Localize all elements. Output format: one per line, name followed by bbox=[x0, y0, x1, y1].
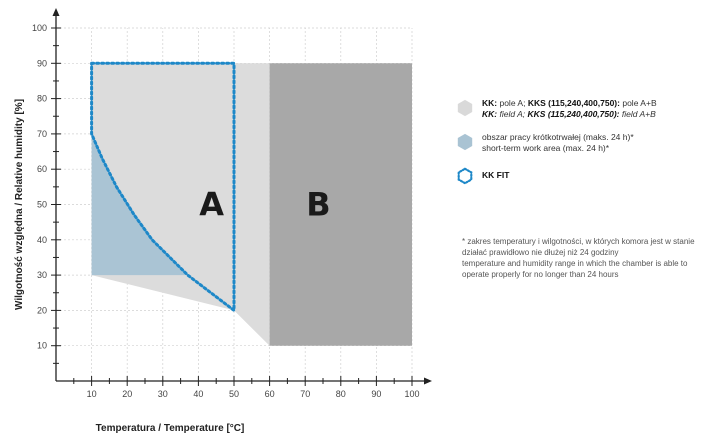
legend-kk-fit: KK FIT bbox=[482, 170, 510, 180]
y-tick-label: 10 bbox=[37, 341, 47, 351]
x-tick-label: 30 bbox=[158, 389, 168, 399]
y-tick-label: 20 bbox=[37, 305, 47, 315]
x-tick-label: 40 bbox=[193, 389, 203, 399]
tick-labels: 10 20 30 40 50 60 70 80 90 100 10 20 30 40 50 60 70 80 90 1… bbox=[32, 23, 420, 399]
legend-item-kk-fit: KK FIT bbox=[456, 166, 706, 185]
blue-hexagon-icon bbox=[457, 133, 473, 151]
legend-item-short-term: obszar pracy krótkotrwałej (maks. 24 h)*… bbox=[456, 132, 706, 154]
y-tick-label: 40 bbox=[37, 235, 47, 245]
kk-fit-outline-group bbox=[90, 61, 236, 312]
legend-kks-en: KKS (115,240,400,750): bbox=[527, 109, 620, 119]
legend-kk-pl: KK: bbox=[482, 98, 498, 108]
y-tick-label: 30 bbox=[37, 270, 47, 280]
legend-short-term-en: short-term work area (max. 24 h)* bbox=[482, 143, 610, 153]
y-axis-label: Wilgotność względna / Relative humidity … bbox=[14, 99, 25, 310]
legend-kk-en-text: field A; bbox=[497, 109, 528, 119]
x-tick-label: 80 bbox=[336, 389, 346, 399]
x-tick-label: 10 bbox=[87, 389, 97, 399]
x-tick-label: 70 bbox=[300, 389, 310, 399]
y-tick-label: 80 bbox=[37, 94, 47, 104]
zone-short-term bbox=[91, 133, 188, 276]
x-axis-label: Temperatura / Temperature [°C] bbox=[96, 423, 245, 434]
y-axis-arrow bbox=[52, 8, 60, 16]
footnote: * zakres temperatury i wilgotności, w kt… bbox=[462, 236, 707, 280]
grey-hexagon-icon bbox=[457, 99, 473, 117]
zones bbox=[91, 63, 412, 346]
x-tick-label: 20 bbox=[122, 389, 132, 399]
legend-kks-pl-text: pole A+B bbox=[619, 98, 657, 108]
y-tick-label: 100 bbox=[32, 23, 47, 33]
x-tick-label: 90 bbox=[371, 389, 381, 399]
legend: KK: pole A; KKS (115,240,400,750): pole … bbox=[456, 98, 706, 197]
x-tick-label: 60 bbox=[265, 389, 275, 399]
footnote-en: temperature and humidity range in which … bbox=[462, 259, 688, 279]
y-tick-label: 50 bbox=[37, 200, 47, 210]
legend-kk-pl-text: pole A; bbox=[497, 98, 528, 108]
legend-kk-en: KK: bbox=[482, 109, 498, 119]
zone-label-a: A bbox=[199, 186, 226, 224]
zone-b bbox=[269, 63, 412, 346]
y-tick-label: 70 bbox=[37, 129, 47, 139]
x-axis-arrow bbox=[424, 377, 432, 385]
legend-short-term-pl: obszar pracy krótkotrwałej (maks. 24 h)* bbox=[482, 132, 634, 142]
legend-item-kk-kks: KK: pole A; KKS (115,240,400,750): pole … bbox=[456, 98, 706, 120]
axes bbox=[51, 8, 432, 386]
footnote-pl: * zakres temperatury i wilgotności, w kt… bbox=[462, 237, 695, 257]
y-tick-label: 60 bbox=[37, 164, 47, 174]
x-tick-label: 50 bbox=[229, 389, 239, 399]
y-tick-label: 90 bbox=[37, 58, 47, 68]
x-tick-label: 100 bbox=[404, 389, 419, 399]
kk-fit-outline bbox=[90, 61, 236, 312]
legend-kks-en-text: field A+B bbox=[619, 109, 656, 119]
zone-label-b: B bbox=[306, 186, 332, 224]
dotted-hexagon-icon bbox=[457, 167, 473, 185]
legend-kks-pl: KKS (115,240,400,750): bbox=[527, 98, 620, 108]
